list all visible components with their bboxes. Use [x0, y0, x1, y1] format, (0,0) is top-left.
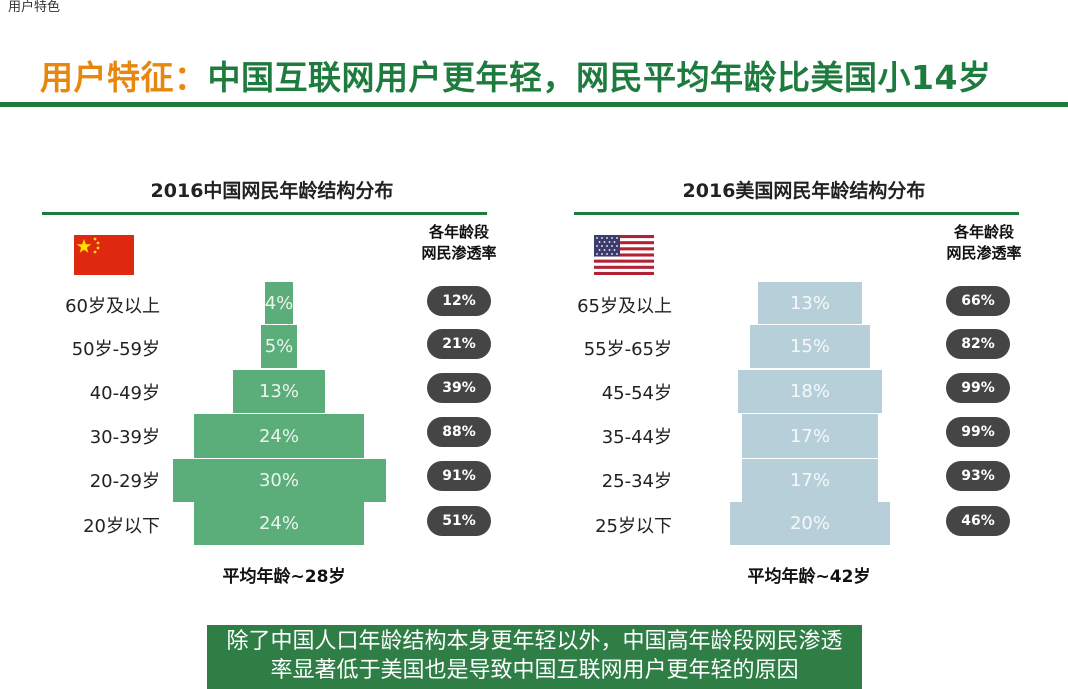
bar-value-label: 18%	[789, 381, 830, 402]
pyramid-bar: 17%	[742, 459, 878, 502]
pyramid-bar: 13%	[232, 370, 326, 413]
pyramid-bar: 5%	[261, 325, 297, 368]
age-group-label: 20岁以下	[83, 516, 160, 537]
page-title-main: 中国互联网用户更年轻，网民平均年龄比美国小14岁	[207, 58, 992, 97]
chart-title-divider	[42, 212, 487, 215]
chart-title-divider	[574, 212, 1019, 215]
penetration-badge: 99%	[946, 373, 1010, 403]
usa-flag-icon	[594, 235, 654, 275]
penetration-header: 各年龄段 网民渗透率	[399, 222, 519, 264]
age-group-label: 40-49岁	[89, 383, 160, 404]
age-group-label: 35-44岁	[601, 427, 672, 448]
penetration-header: 各年龄段 网民渗透率	[924, 222, 1044, 264]
age-group-label: 45-54岁	[601, 383, 672, 404]
china-chart-panel: 2016中国网民年龄结构分布 各年龄段 网民渗透率 60岁及以上 4% 12% 50岁…	[42, 160, 502, 600]
pyramid-bar: 4%	[265, 282, 293, 324]
conclusion-line-2: 率显著低于美国也是导致中国互联网用户更年轻的原因	[270, 658, 799, 683]
bar-value-label: 17%	[789, 425, 830, 447]
pyramid-bar: 24%	[193, 502, 365, 545]
age-group-label: 65岁及以上	[577, 296, 672, 317]
pyramid-bar: 17%	[742, 414, 878, 458]
penetration-badge: 99%	[946, 417, 1010, 447]
conclusion-banner: 除了中国人口年龄结构本身更年轻以外，中国高年龄段网民渗透 率显著低于美国也是导致…	[207, 625, 862, 689]
pyramid-bar: 13%	[758, 282, 862, 324]
breadcrumb: 用户特色	[8, 0, 61, 15]
chart-title: 2016中国网民年龄结构分布	[150, 180, 394, 202]
age-group-label: 60岁及以上	[65, 296, 160, 317]
bar-value-label: 13%	[258, 381, 299, 402]
age-group-label: 55岁-65岁	[583, 339, 672, 360]
usa-chart-panel: 2016美国网民年龄结构分布 各年龄段 网民渗透率 65岁及以上 13% 66% 55…	[574, 160, 1034, 600]
china-flag-icon	[74, 235, 134, 275]
penetration-badge: 66%	[946, 286, 1010, 316]
bar-value-label: 24%	[258, 513, 299, 534]
title-divider	[0, 102, 1068, 107]
age-group-label: 25-34岁	[601, 471, 672, 492]
penetration-header-line2: 网民渗透率	[946, 244, 1022, 262]
bar-value-label: 5%	[264, 336, 294, 357]
page-title-prefix: 用户特征：	[40, 58, 208, 97]
age-group-label: 30-39岁	[89, 427, 160, 448]
penetration-header-line2: 网民渗透率	[421, 244, 497, 262]
pyramid-bar: 18%	[738, 370, 882, 413]
pyramid-bar: 24%	[193, 414, 365, 458]
penetration-header-line1: 各年龄段	[953, 223, 1014, 241]
penetration-badge: 12%	[427, 286, 491, 316]
bar-value-label: 15%	[789, 336, 830, 357]
average-age: 平均年龄~42岁	[747, 567, 871, 587]
bar-value-label: 30%	[258, 470, 299, 491]
penetration-badge: 46%	[946, 506, 1010, 536]
penetration-badge: 51%	[427, 506, 491, 536]
bar-value-label: 24%	[258, 425, 299, 447]
penetration-badge: 91%	[427, 461, 491, 491]
penetration-badge: 93%	[946, 461, 1010, 491]
age-group-label: 50岁-59岁	[71, 339, 160, 360]
bar-value-label: 20%	[789, 513, 830, 534]
bar-value-label: 4%	[264, 292, 294, 314]
penetration-badge: 39%	[427, 373, 491, 403]
average-age: 平均年龄~28岁	[222, 567, 346, 587]
penetration-badge: 82%	[946, 329, 1010, 359]
age-group-label: 25岁以下	[595, 516, 672, 537]
bar-value-label: 13%	[789, 292, 830, 314]
penetration-header-line1: 各年龄段	[428, 223, 489, 241]
age-group-label: 20-29岁	[89, 471, 160, 492]
penetration-badge: 88%	[427, 417, 491, 447]
pyramid-bar: 30%	[172, 459, 386, 502]
page-title: 用户特征：中国互联网用户更年轻，网民平均年龄比美国小14岁	[40, 54, 991, 102]
chart-title: 2016美国网民年龄结构分布	[682, 180, 926, 202]
bar-value-label: 17%	[789, 470, 830, 491]
penetration-badge: 21%	[427, 329, 491, 359]
pyramid-bar: 15%	[750, 325, 870, 368]
conclusion-line-1: 除了中国人口年龄结构本身更年轻以外，中国高年龄段网民渗透	[226, 629, 843, 654]
pyramid-bar: 20%	[730, 502, 890, 545]
